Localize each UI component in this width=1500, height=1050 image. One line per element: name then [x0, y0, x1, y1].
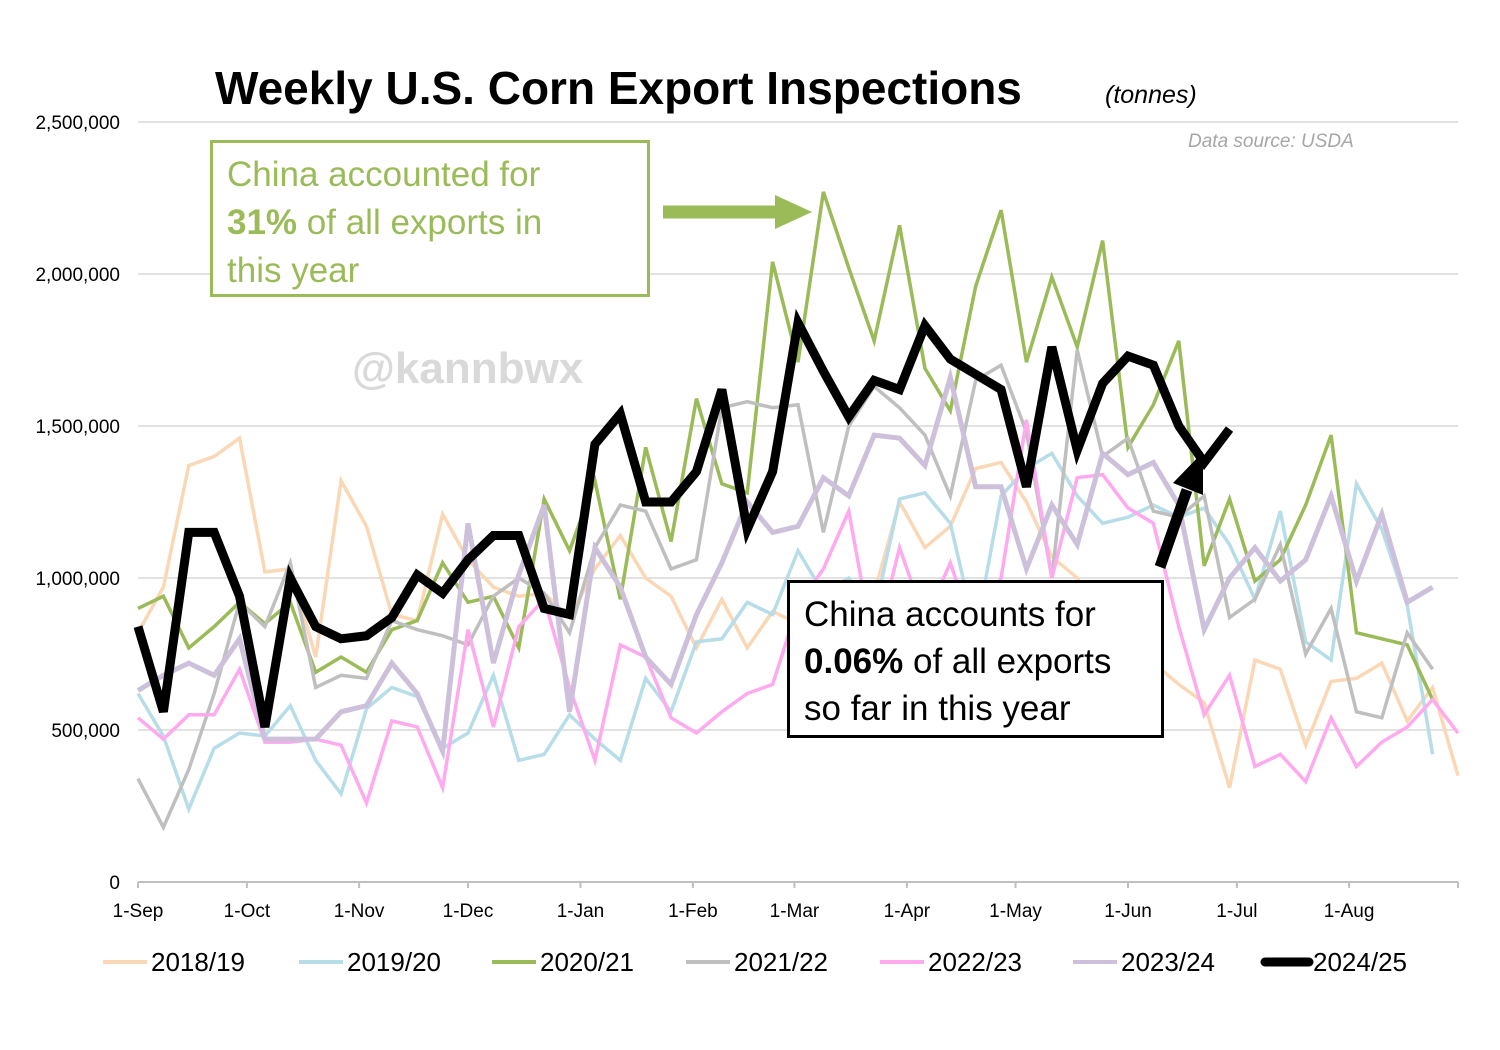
note-line: 31% of all exports in [227, 199, 633, 247]
x-axis-ticks: 1-Sep 1-Oct 1-Nov 1-Dec 1-Jan 1-Feb 1-Mar 1-Apr… [113, 901, 1375, 922]
x-tick-label: 1-Jan [557, 901, 605, 922]
note-line: China accounted for [227, 155, 541, 194]
china-share-note-2024-25: China accounts for 0.06% of all exports … [787, 580, 1164, 738]
x-tick-label: 1-Sep [113, 901, 164, 922]
x-tick-label: 1-Dec [443, 901, 494, 922]
y-tick-label: 1,500,000 [35, 417, 120, 438]
note-line: this year [227, 251, 360, 290]
y-axis-ticks: 0 500,000 1,000,000 1,500,000 2,000,000 2,500… [35, 113, 120, 894]
legend-label: 2024/25 [1313, 947, 1407, 977]
series-line-2024-25 [133, 308, 1234, 728]
note-bold-value: 31% [227, 203, 298, 242]
y-tick-label: 2,000,000 [35, 265, 120, 286]
y-tick-label: 1,000,000 [35, 569, 120, 590]
data-source-label: Data source: USDA [1188, 131, 1354, 152]
x-tick-label: 1-Oct [224, 901, 271, 922]
series-line-2023-24 [136, 367, 1434, 761]
note-line: China accounts for [804, 595, 1096, 634]
legend-label: 2021/22 [734, 947, 828, 977]
chart-unit-label: (tonnes) [1105, 81, 1197, 109]
x-tick-label: 1-Jul [1216, 901, 1257, 922]
series-line-2020-21 [137, 191, 1435, 701]
note-bold-value: 0.06% [804, 642, 904, 681]
x-tick-label: 1-Jun [1104, 901, 1152, 922]
series-lines [133, 191, 1460, 832]
chart-title: Weekly U.S. Corn Export Inspections [215, 62, 1022, 114]
x-tick-label: 1-Feb [668, 901, 718, 922]
x-tick-label: 1-Apr [884, 901, 931, 922]
watermark: @kannbwx [352, 344, 584, 393]
note-line: so far in this year [804, 689, 1071, 728]
legend-label: 2022/23 [928, 947, 1022, 977]
china-share-note-2020-21: China accounted for 31% of all exports i… [210, 140, 650, 297]
note-line: 0.06% of all exports [804, 638, 1147, 685]
note-text: of all exports [903, 642, 1112, 681]
legend-label: 2019/20 [347, 947, 441, 977]
legend-label: 2023/24 [1121, 947, 1215, 977]
series-line-2019-20 [136, 450, 1435, 814]
legend: 2018/19 2019/20 2020/21 2021/22 2022/23 2023/… [103, 947, 1407, 977]
x-tick-label: 1-Nov [334, 901, 385, 922]
axes [137, 881, 1459, 888]
x-tick-label: 1-May [989, 901, 1042, 922]
y-tick-label: 0 [109, 873, 120, 894]
x-tick-label: 1-Mar [770, 901, 820, 922]
black-arrow [1154, 452, 1203, 569]
note-text: of all exports in [297, 203, 543, 242]
x-tick-label: 1-Aug [1324, 901, 1375, 922]
y-tick-label: 2,500,000 [35, 113, 120, 134]
green-arrow [663, 195, 812, 229]
legend-label: 2018/19 [151, 947, 245, 977]
legend-label: 2020/21 [540, 947, 634, 977]
y-tick-label: 500,000 [51, 721, 120, 742]
